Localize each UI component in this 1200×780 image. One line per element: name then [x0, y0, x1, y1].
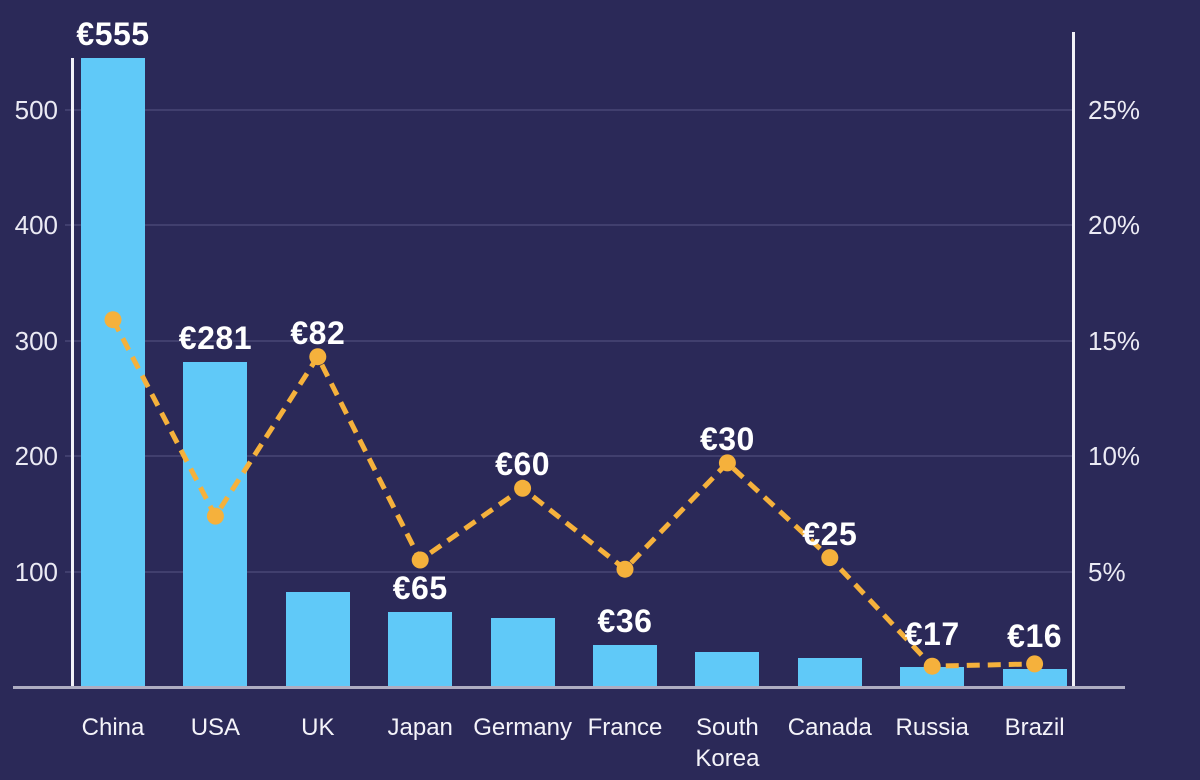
value-label-france: €36 — [597, 603, 653, 640]
x-axis-label-canada: Canada — [787, 714, 872, 741]
bar-japan — [388, 611, 453, 687]
value-label-japan: €65 — [392, 569, 448, 606]
x-axis-label-germany: Germany — [473, 714, 572, 741]
left-axis-tick-500: 500 — [14, 94, 58, 125]
bar-china — [81, 58, 145, 687]
line-marker-uk — [309, 348, 327, 366]
value-label-south-korea: €30 — [699, 420, 755, 457]
right-axis-line — [1072, 32, 1075, 689]
x-axis-baseline — [13, 686, 1125, 689]
line-marker-germany — [514, 479, 532, 497]
line-marker-canada — [821, 549, 839, 567]
x-axis-label-brazil: Brazil — [1004, 714, 1065, 741]
x-axis-label-uk: UK — [301, 714, 335, 741]
value-label-canada: €25 — [802, 515, 858, 552]
left-axis-tick-100: 100 — [14, 556, 58, 587]
value-label-usa: €281 — [178, 320, 252, 357]
line-marker-france — [616, 560, 634, 578]
bar-uk — [285, 592, 350, 687]
right-axis-tick-20-: 20% — [1088, 210, 1141, 240]
x-axis-label-russia: Russia — [895, 714, 969, 741]
x-axis-label-south-korea: South Korea — [695, 714, 760, 773]
x-axis-label-france: France — [587, 714, 663, 741]
left-axis-tick-300: 300 — [14, 325, 58, 356]
value-label-uk: €82 — [290, 314, 346, 351]
left-axis-tick-200: 200 — [14, 441, 58, 471]
bar-germany — [490, 617, 555, 687]
line-marker-japan — [411, 551, 429, 569]
left-axis-line — [71, 58, 74, 689]
bar-canada — [797, 658, 862, 687]
value-label-brazil: €16 — [1007, 617, 1063, 654]
right-axis-tick-10-: 10% — [1088, 441, 1141, 471]
value-label-china: €555 — [76, 16, 150, 52]
gridline-500 — [65, 108, 1073, 111]
bar-russia — [900, 667, 965, 687]
percentage-dashed-line — [110, 318, 1035, 669]
value-label-russia: €17 — [904, 616, 960, 653]
bar-south-korea — [695, 652, 760, 687]
right-axis-tick-5-: 5% — [1088, 556, 1126, 587]
x-axis-label-china: China — [81, 714, 145, 741]
left-axis-tick-400: 400 — [14, 210, 58, 240]
x-axis-label-japan: Japan — [387, 714, 453, 741]
right-axis-tick-15-: 15% — [1088, 325, 1141, 356]
bar-usa — [183, 362, 248, 687]
x-axis-label-usa: USA — [190, 714, 241, 741]
bar-france — [593, 645, 657, 687]
value-label-germany: €60 — [495, 446, 551, 483]
bar-brazil — [1002, 668, 1067, 687]
gridline-400 — [65, 224, 1073, 226]
right-axis-tick-25-: 25% — [1088, 94, 1141, 125]
